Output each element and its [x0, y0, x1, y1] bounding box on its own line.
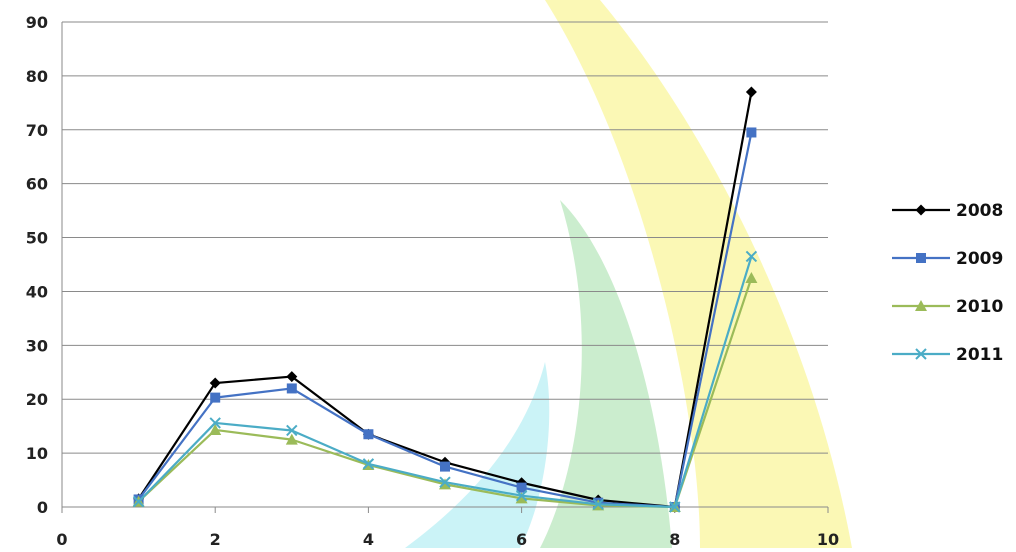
- axes: [61, 22, 828, 508]
- x-tick-label: 0: [56, 530, 67, 548]
- data-point: [209, 423, 222, 435]
- y-tick-label: 30: [26, 336, 48, 355]
- y-tick-label: 80: [26, 67, 48, 86]
- data-point: [439, 476, 451, 488]
- data-point: [669, 501, 681, 513]
- data-point: [745, 250, 758, 263]
- y-tick-label: 10: [26, 444, 48, 463]
- series-2011: [132, 250, 758, 513]
- data-point: [915, 204, 927, 216]
- data-point: [210, 392, 221, 403]
- data-point: [916, 253, 926, 263]
- legend-entry: 2008: [892, 201, 1003, 221]
- data-point: [515, 489, 528, 502]
- data-point: [915, 300, 927, 311]
- y-tick-label: 70: [26, 121, 48, 140]
- legend-label: 2011: [956, 345, 1003, 365]
- data-point: [286, 424, 298, 437]
- y-axis-ticks: 0 10 20 30 40 50 60 70 80 90: [26, 13, 48, 517]
- x-tick-label: 10: [817, 530, 839, 548]
- data-point: [286, 371, 298, 383]
- y-tick-label: 90: [26, 13, 48, 32]
- x-marker-stroke: [515, 489, 528, 502]
- background-decoration: [405, 0, 852, 548]
- data-point: [362, 458, 375, 470]
- decor-cyan-shape: [405, 362, 550, 548]
- data-point: [515, 492, 528, 504]
- legend-label: 2009: [956, 249, 1003, 269]
- series-group: [132, 86, 758, 513]
- data-point: [516, 482, 527, 493]
- y-tick-label: 40: [26, 282, 48, 301]
- x-marker-stroke: [669, 501, 681, 513]
- x-marker-stroke: [915, 348, 927, 360]
- y-tick-label: 0: [37, 498, 48, 517]
- x-marker-stroke: [209, 417, 221, 429]
- y-tick-label: 20: [26, 390, 48, 409]
- legend-label: 2008: [956, 201, 1003, 221]
- data-point: [915, 348, 927, 360]
- legend-entry: 2010: [892, 297, 1003, 317]
- x-marker-stroke: [592, 498, 604, 511]
- data-point: [745, 86, 757, 98]
- legend-entry: 2011: [892, 345, 1003, 365]
- data-point: [209, 417, 221, 429]
- x-tick-label: 2: [210, 530, 221, 548]
- x-tick-label: 4: [363, 530, 374, 548]
- x-marker-stroke: [439, 476, 451, 488]
- x-marker-stroke: [745, 250, 758, 263]
- data-point: [746, 127, 757, 138]
- x-axis-ticks: 0 2 4 6 8 10: [56, 507, 839, 549]
- data-point: [745, 271, 758, 283]
- decor-green-shape: [540, 200, 672, 548]
- x-marker-stroke: [286, 424, 298, 437]
- legend: 2008 2009 2010 2011: [892, 201, 1003, 365]
- x-marker-stroke: [362, 458, 375, 470]
- x-tick-label: 6: [516, 530, 527, 548]
- data-point: [132, 495, 145, 508]
- data-point: [286, 383, 297, 394]
- decor-yellow-shape: [545, 0, 852, 548]
- gridlines: [62, 21, 828, 454]
- y-tick-label: 50: [26, 229, 48, 248]
- x-marker-stroke: [132, 495, 145, 508]
- data-point: [363, 429, 374, 440]
- data-point: [285, 433, 298, 445]
- data-point: [209, 377, 221, 389]
- legend-label: 2010: [956, 297, 1003, 317]
- x-tick-label: 8: [669, 530, 680, 548]
- data-point: [592, 498, 604, 511]
- legend-entry: 2009: [892, 249, 1003, 269]
- data-point: [440, 461, 450, 472]
- y-tick-label: 60: [26, 175, 48, 194]
